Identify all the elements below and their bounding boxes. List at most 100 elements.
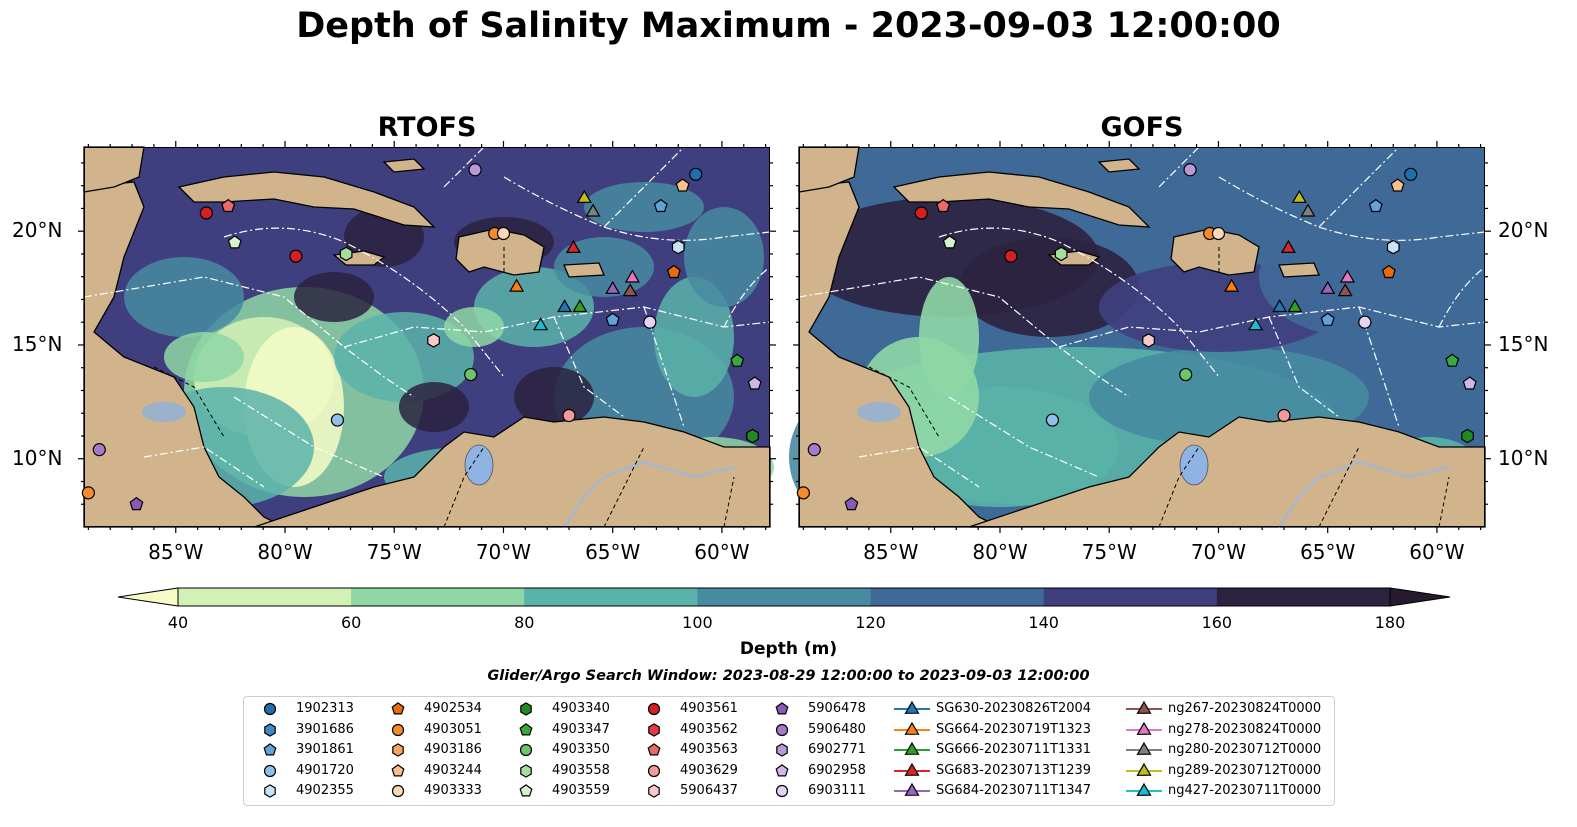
legend-marker-icon: [775, 702, 789, 715]
colorbar-segment: [870, 588, 1045, 606]
legend-triangle-icon: [904, 762, 920, 776]
legend-marker-icon: [1126, 782, 1162, 796]
colorbar-segment: [351, 588, 525, 606]
lon-tick-label: 80°W: [972, 540, 1028, 564]
legend-hexagon-icon: [264, 722, 276, 737]
float-marker-6: [796, 486, 810, 500]
float-markers: [81, 163, 762, 511]
legend-circle-icon: [391, 723, 405, 736]
float-marker-12: [730, 353, 745, 367]
legend-marker-icon: [391, 763, 405, 776]
float-marker-22: [1462, 376, 1477, 390]
float-marker-21: [807, 443, 821, 457]
legend-label: 4903350: [552, 742, 610, 757]
legend-label: 4903333: [424, 783, 482, 798]
legend-marker-icon: [391, 702, 405, 715]
legend-label: 4903562: [680, 721, 738, 737]
legend-marker-icon: [264, 784, 276, 798]
float-marker-11: [1461, 428, 1474, 444]
legend-label: 6902958: [808, 762, 866, 778]
float-marker-16: [199, 206, 213, 220]
legend-label: 4902534: [424, 701, 482, 716]
legend-label: 4901720: [296, 762, 354, 778]
float-marker-2: [1368, 198, 1383, 213]
legend: 1902313 3901686 3901861 4901720 4902355 49025…: [243, 696, 1335, 806]
map-frame: [799, 147, 1485, 527]
legend-label: 4903347: [552, 721, 610, 737]
float-marker-8: [675, 178, 690, 192]
colorbar-tick-label: 160: [1201, 613, 1233, 632]
legend-label: SG683-20230713T1239: [936, 762, 1092, 778]
lat-tick-label-right: 20°N: [1498, 218, 1549, 243]
legend-hexagon-icon: [776, 743, 788, 757]
legend-label: SG630-20230826T2004: [936, 701, 1092, 716]
legend-label: 5906480: [808, 721, 866, 737]
legend-label: 6903111: [808, 783, 866, 798]
legend-hexagon-icon: [648, 722, 660, 737]
river: [563, 460, 735, 528]
legend-marker-icon: [647, 764, 661, 777]
colorbar-tick-label: 120: [855, 613, 886, 632]
float-marker-21: [92, 443, 106, 457]
float-marker-27: [1287, 299, 1303, 313]
float-marker-19: [562, 408, 576, 423]
legend-label: 5906437: [680, 783, 738, 798]
lon-tick-label: 75°W: [1081, 540, 1137, 564]
legend-label: SG666-20230711T1331: [936, 742, 1092, 757]
legend-label: 4903186: [424, 742, 482, 757]
legend-marker-icon: [1126, 700, 1162, 714]
float-marker-4: [330, 413, 345, 427]
legend-marker-icon: [775, 763, 789, 776]
legend-circle-icon: [391, 784, 405, 798]
lon-tick-label: 75°W: [366, 540, 422, 564]
legend-label: 4903051: [424, 721, 482, 737]
float-marker-31: [1339, 269, 1355, 283]
float-marker-29: [605, 280, 621, 294]
legend-label: 3901861: [296, 742, 354, 757]
legend-triangle-icon: [904, 721, 920, 735]
legend-marker-icon: [894, 762, 930, 776]
float-marker-8: [1390, 178, 1405, 192]
frame-ticks: [793, 141, 1491, 533]
legend-label: ng427-20230711T0000: [1168, 783, 1322, 798]
legend-marker-icon: [519, 784, 533, 797]
lon-tick-label: 80°W: [257, 540, 313, 564]
float-marker-25: [1272, 299, 1288, 313]
float-marker-32: [1300, 203, 1316, 217]
legend-hexagon-icon: [648, 784, 660, 798]
float-marker-23: [1183, 163, 1197, 177]
legend-hexagon-icon: [520, 702, 532, 716]
float-marker-23: [468, 163, 482, 177]
lon-tick-label: 85°W: [863, 540, 919, 564]
legend-label: 6902771: [808, 742, 866, 757]
colorbar-segment: [524, 588, 698, 606]
legend-marker-icon: [647, 743, 661, 756]
colorbar-tick-label: 180: [1374, 613, 1406, 632]
float-marker-5: [666, 264, 681, 279]
legend-marker-icon: [519, 743, 533, 757]
float-marker-1: [671, 239, 685, 255]
float-marker-9: [1142, 333, 1155, 348]
legend-marker-icon: [648, 784, 660, 798]
legend-marker-icon: [894, 741, 930, 755]
legend-marker-icon: [894, 700, 930, 714]
float-marker-13: [1179, 367, 1193, 382]
lon-tick-label: 60°W: [1409, 540, 1465, 564]
float-marker-0: [1404, 167, 1418, 181]
legend-label: 4903629: [680, 762, 738, 778]
country-borders: [868, 247, 1450, 528]
lake-maracaibo: [464, 444, 494, 486]
legend-marker-icon: [263, 702, 277, 716]
legend-circle-icon: [647, 764, 661, 777]
colorbar-tick-label: 80: [514, 613, 535, 632]
float-marker-12: [1445, 353, 1460, 367]
float-marker-10: [1211, 226, 1226, 241]
float-marker-31: [624, 269, 640, 283]
legend-marker-icon: [1126, 721, 1162, 735]
legend-triangle-icon: [904, 700, 920, 714]
colorbar-segment: [178, 588, 352, 606]
float-marker-26: [1224, 278, 1240, 292]
panel-title-rtofs: RTOFS: [377, 112, 477, 143]
legend-pentagon-icon: [775, 763, 789, 776]
legend-triangle-icon: [1136, 762, 1152, 776]
